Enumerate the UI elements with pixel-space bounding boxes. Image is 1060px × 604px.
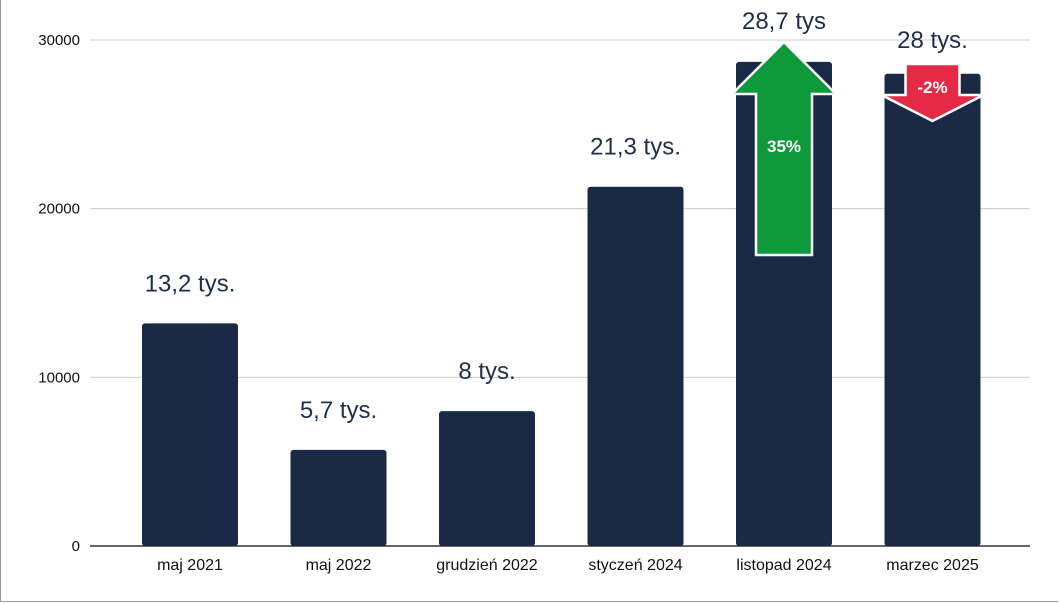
data-label: 21,3 tys. bbox=[590, 134, 681, 161]
data-label: 5,7 tys. bbox=[300, 397, 377, 424]
data-label: 28,7 tys bbox=[742, 8, 826, 35]
bar bbox=[439, 411, 535, 546]
x-tick-label: maj 2022 bbox=[306, 557, 372, 574]
bar bbox=[884, 73, 981, 546]
x-tick-label: styczeń 2024 bbox=[588, 557, 682, 574]
data-label: 8 tys. bbox=[458, 358, 515, 385]
data-label: 28 tys. bbox=[897, 27, 968, 54]
y-tick-label: 20000 bbox=[38, 201, 80, 218]
change-percent-label: -2% bbox=[917, 78, 947, 97]
x-tick-label: grudzień 2022 bbox=[436, 557, 538, 574]
y-tick-label: 10000 bbox=[38, 369, 80, 386]
y-tick-label: 0 bbox=[72, 538, 80, 555]
bar bbox=[142, 323, 238, 546]
x-tick-label: marzec 2025 bbox=[886, 557, 979, 574]
change-percent-label: 35% bbox=[767, 137, 801, 156]
data-label: 13,2 tys. bbox=[145, 270, 236, 297]
decrease-arrow bbox=[880, 62, 985, 123]
bar bbox=[587, 186, 684, 547]
y-tick-label: 30000 bbox=[38, 32, 80, 49]
bar bbox=[290, 449, 387, 546]
x-tick-label: listopad 2024 bbox=[736, 557, 831, 574]
increase-arrow bbox=[728, 40, 840, 257]
x-tick-label: maj 2021 bbox=[157, 557, 223, 574]
